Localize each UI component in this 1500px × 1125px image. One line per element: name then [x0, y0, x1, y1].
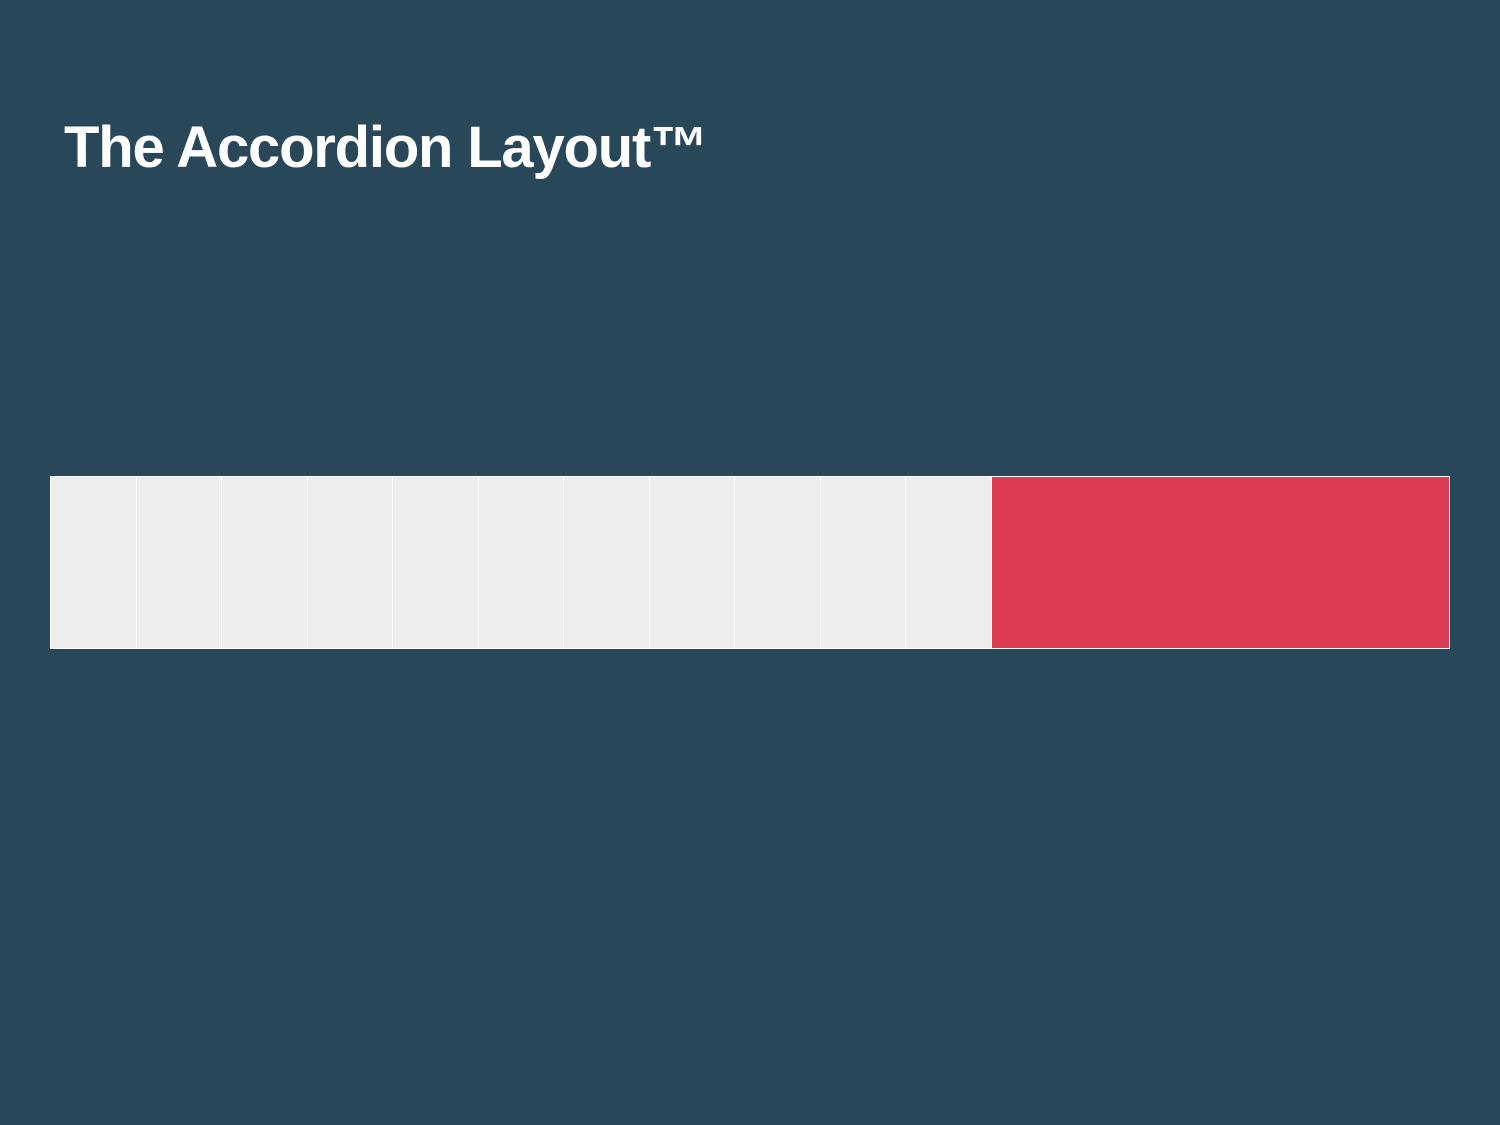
- page-title: The Accordion Layout™: [64, 115, 708, 180]
- accordion-panel-collapsed[interactable]: [906, 477, 992, 648]
- accordion-panel-collapsed[interactable]: [307, 477, 393, 648]
- accordion-panel-collapsed[interactable]: [735, 477, 821, 648]
- accordion-panel-collapsed[interactable]: [222, 477, 308, 648]
- accordion-panel-expanded[interactable]: [991, 477, 1449, 648]
- accordion-panel-collapsed[interactable]: [564, 477, 650, 648]
- accordion: [50, 476, 1450, 649]
- accordion-panel-collapsed[interactable]: [478, 477, 564, 648]
- accordion-panel-collapsed[interactable]: [649, 477, 735, 648]
- accordion-panel-collapsed[interactable]: [393, 477, 479, 648]
- accordion-panel-collapsed[interactable]: [51, 477, 137, 648]
- accordion-panel-collapsed[interactable]: [820, 477, 906, 648]
- accordion-panel-collapsed[interactable]: [136, 477, 222, 648]
